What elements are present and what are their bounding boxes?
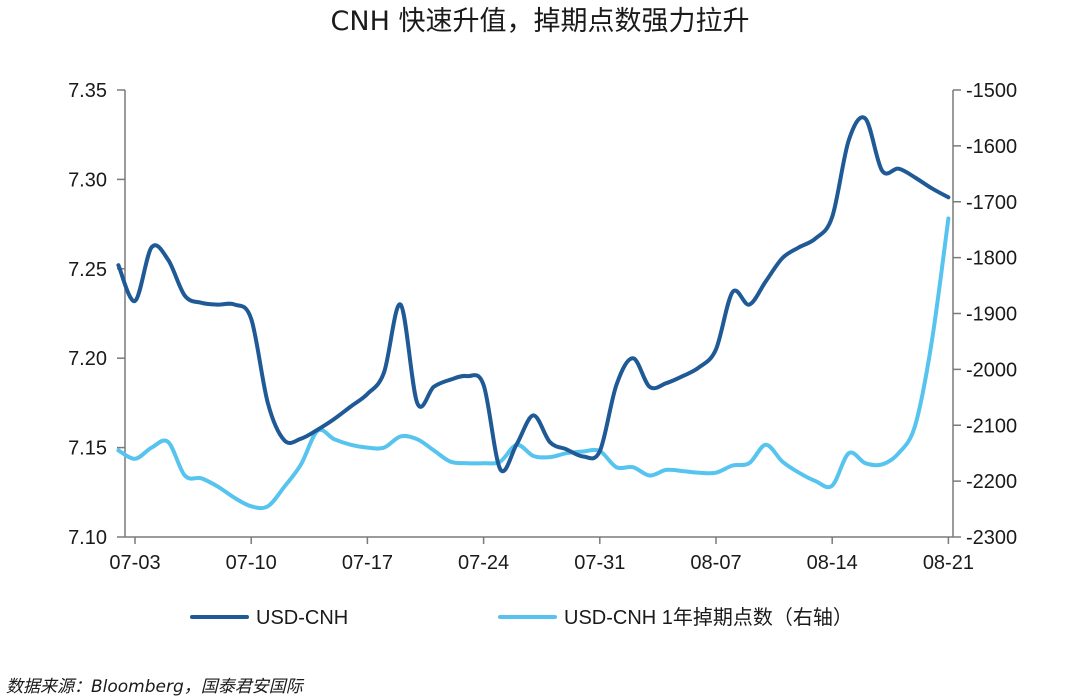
- swap-points-line: [116, 216, 951, 511]
- x-tick-label: 08-21: [923, 552, 974, 574]
- right-y-tick-label: -2000: [966, 359, 1017, 381]
- x-tick-label: 08-07: [690, 552, 741, 574]
- right-y-tick-label: -1600: [966, 136, 1017, 158]
- right-y-tick-label: -1800: [966, 248, 1017, 270]
- series-layer: [116, 115, 951, 511]
- legend-item-swap-points: USD-CNH 1年掉期点数（右轴）: [498, 606, 853, 629]
- legend: USD-CNH USD-CNH 1年掉期点数（右轴）: [190, 606, 853, 629]
- chart-title: CNH 快速升值，掉期点数强力拉升: [331, 6, 750, 37]
- legend-item-usd-cnh: USD-CNH: [190, 607, 348, 629]
- right-y-tick-label: -1500: [966, 80, 1017, 102]
- x-tick-label: 07-24: [458, 552, 509, 574]
- right-y-tick-label: -1700: [966, 192, 1017, 214]
- right-y-tick-label: -2200: [966, 471, 1017, 493]
- legend-label: USD-CNH: [256, 607, 348, 629]
- legend-label: USD-CNH 1年掉期点数（右轴）: [564, 606, 853, 629]
- left-y-tick-label: 7.35: [68, 80, 107, 102]
- source-note: 数据来源：Bloomberg，国泰君安国际: [6, 677, 305, 697]
- usd-cnh-line: [116, 115, 951, 474]
- x-tick-label: 07-31: [574, 552, 625, 574]
- left-y-tick-label: 7.15: [68, 438, 107, 460]
- right-y-tick-label: -2100: [966, 415, 1017, 437]
- left-y-tick-label: 7.25: [68, 259, 107, 281]
- x-tick-label: 07-10: [226, 552, 277, 574]
- left-y-tick-label: 7.10: [68, 527, 107, 549]
- right-y-tick-label: -2300: [966, 527, 1017, 549]
- left-y-tick-label: 7.20: [68, 348, 107, 370]
- axes: 7.10 7.15 7.20 7.25 7.30 7.35 -2300 -2200 -2100 -…: [68, 80, 1017, 574]
- x-tick-label: 07-03: [109, 552, 160, 574]
- left-y-tick-label: 7.30: [68, 169, 107, 191]
- x-tick-label: 07-17: [342, 552, 393, 574]
- x-tick-label: 08-14: [807, 552, 858, 574]
- right-y-tick-label: -1900: [966, 304, 1017, 326]
